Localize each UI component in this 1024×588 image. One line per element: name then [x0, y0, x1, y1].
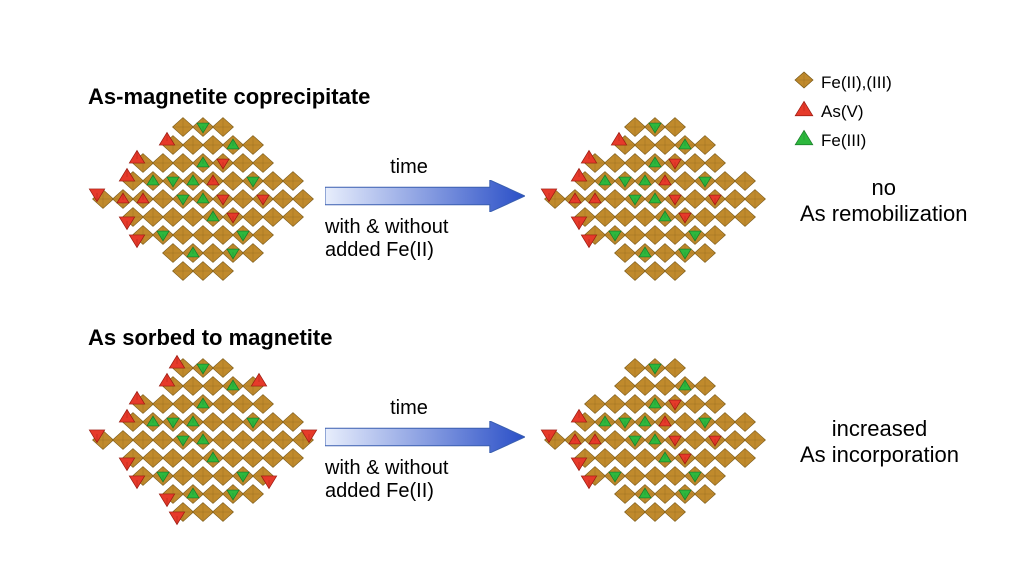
arrow-bottom-label-sorbed: with & withoutadded Fe(II) — [325, 457, 545, 503]
title-coprecipitate: As-magnetite coprecipitate — [88, 84, 370, 110]
arrow-top-label-coprecipitate: time — [325, 156, 493, 179]
result-sorbed: increasedAs incorporation — [800, 416, 959, 469]
fe-oct-icon — [793, 70, 815, 95]
as-v-icon — [793, 99, 815, 124]
legend-item-fe-oct: Fe(II),(III) — [793, 70, 892, 95]
particle-coprecipitate-after — [540, 112, 790, 304]
arrow-bottom-label-coprecipitate: with & withoutadded Fe(II) — [325, 216, 545, 262]
title-sorbed: As sorbed to magnetite — [88, 325, 332, 351]
particle-sorbed-after — [540, 353, 790, 545]
fe-tet-icon — [793, 128, 815, 153]
arrow-coprecipitate: time with & withoutadded Fe(II) — [325, 180, 525, 217]
legend-item-as-v: As(V) — [793, 99, 892, 124]
particle-sorbed-before — [88, 353, 338, 545]
legend-label-fe-tet: Fe(III) — [821, 131, 866, 151]
legend-label-as-v: As(V) — [821, 102, 864, 122]
legend: Fe(II),(III) As(V) Fe(III) — [793, 70, 892, 157]
result-coprecipitate: noAs remobilization — [800, 175, 968, 228]
arrow-sorbed: time with & withoutadded Fe(II) — [325, 421, 525, 458]
particle-coprecipitate-before — [88, 112, 338, 304]
legend-label-fe-oct: Fe(II),(III) — [821, 73, 892, 93]
legend-item-fe-tet: Fe(III) — [793, 128, 892, 153]
arrow-top-label-sorbed: time — [325, 397, 493, 420]
